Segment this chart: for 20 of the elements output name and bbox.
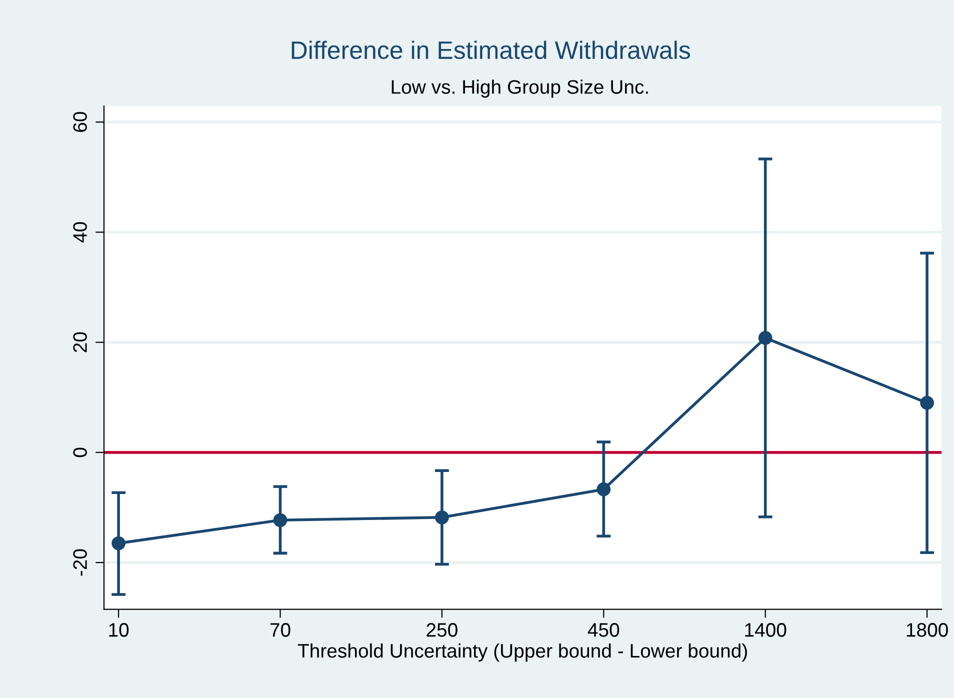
x-tick-label: 450: [588, 623, 620, 637]
point: [596, 482, 611, 496]
x-tick-label: 1800: [906, 623, 948, 637]
y-tick-label: 40: [73, 222, 87, 243]
point: [112, 536, 126, 550]
x-tick-label: 70: [270, 623, 290, 637]
point: [920, 396, 934, 410]
x-tick-label: 10: [109, 623, 129, 637]
chart-title: Difference in Estimated Withdrawals: [292, 40, 690, 60]
y-tick-label: -20: [73, 549, 87, 576]
y-tick-label: 0: [73, 448, 87, 458]
x-tick-label: 250: [426, 623, 458, 637]
point: [273, 513, 288, 528]
x-tick-label: 1400: [745, 623, 786, 637]
y-tick-label: 60: [73, 112, 87, 132]
point: [758, 330, 772, 345]
point: [434, 510, 449, 524]
x-axis-title: Threshold Uncertainty (Upper bound - Lower bound): [298, 643, 747, 662]
chart-subtitle: Low vs. High Group Size Unc.: [392, 80, 648, 98]
y-tick-label: 20: [73, 332, 87, 352]
